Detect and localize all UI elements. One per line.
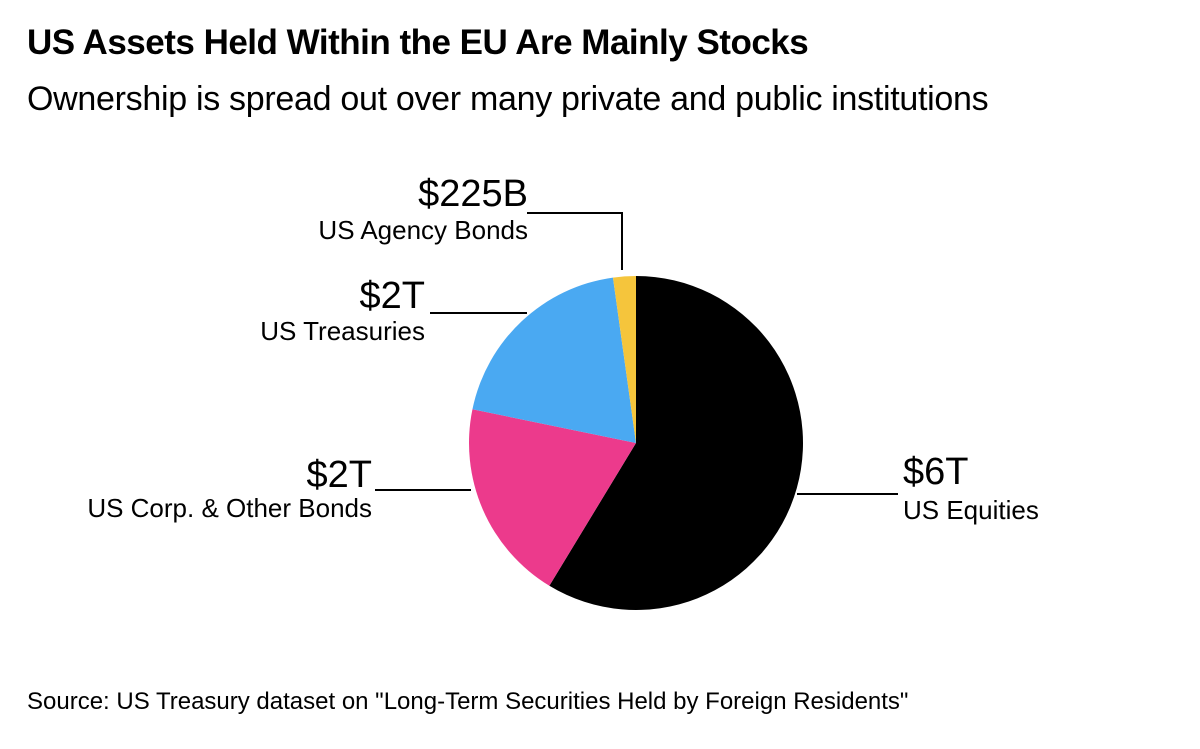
callout-value: $2T (306, 454, 372, 496)
leader-line-us-agency-bonds (527, 212, 623, 270)
leader-line-us-corp-other-bonds (375, 489, 471, 491)
pie-slice-us-agency-bonds (612, 276, 636, 443)
callout-us-corp-other-bonds: $2T US Corp. & Other Bonds (87, 456, 372, 521)
callout-us-agency-bonds: $225B US Agency Bonds (318, 175, 528, 243)
pie-slice-us-equities (549, 276, 804, 610)
callout-label: US Agency Bonds (318, 215, 528, 245)
pie-chart (469, 276, 804, 610)
leader-line-us-treasuries (430, 312, 527, 314)
callout-value: $2T (359, 275, 425, 317)
callout-value: $225B (418, 173, 528, 215)
callout-us-treasuries: $2T US Treasuries (260, 277, 425, 344)
callout-us-equities: $6T US Equities (903, 453, 1039, 523)
pie-slice-us-corp-other-bonds (469, 409, 636, 586)
callout-label: US Equities (903, 495, 1039, 525)
leader-line-us-equities (797, 493, 898, 495)
pie-slice-us-treasuries (472, 277, 636, 443)
chart-subtitle: Ownership is spread out over many privat… (27, 80, 989, 118)
chart-title: US Assets Held Within the EU Are Mainly … (27, 23, 809, 62)
callout-value: $6T (903, 451, 969, 493)
pie-chart-container (466, 273, 806, 613)
callout-label: US Treasuries (260, 316, 425, 346)
source-note: Source: US Treasury dataset on "Long-Ter… (27, 688, 909, 715)
callout-label: US Corp. & Other Bonds (87, 493, 372, 523)
